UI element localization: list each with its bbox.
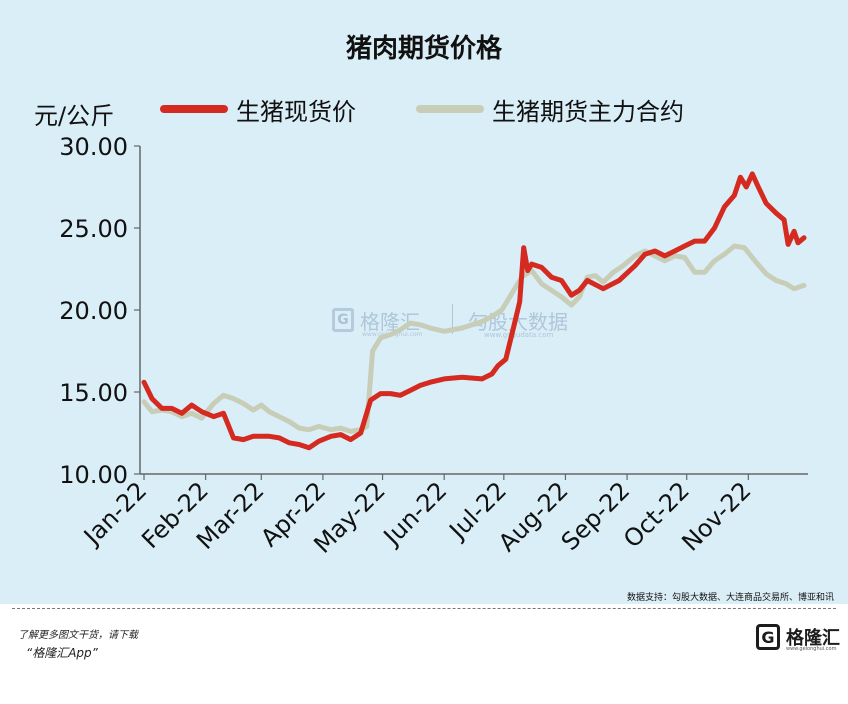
y-axis-label: 元/公斤 [34,102,115,130]
legend-item-futures: 生猪期货主力合约 [416,94,684,126]
watermark-logo-icon: G [332,308,354,332]
x-tick-label: Jun-22 [377,476,452,551]
plot-svg: Jan-22Feb-22Mar-22Apr-22May-22Jun-22Jul-… [59,133,808,559]
footer [0,604,848,704]
series-line-spot [141,171,807,451]
y-tick-label: 15.00 [59,379,128,407]
legend-item-spot: 生猪现货价 [160,94,356,126]
axes [134,145,808,480]
series-line-futures [141,243,807,434]
x-tick-label: Aug-22 [493,476,574,557]
x-tick-labels: Jan-22Feb-22Mar-22Apr-22May-22Jun-22Jul-… [77,476,756,558]
promo-line-3: 玩股合族 [28,664,104,685]
series-lines [141,171,807,451]
y-tick-label: 10.00 [59,461,128,489]
y-tick-label: 30.00 [59,133,128,161]
y-tick-label: 25.00 [59,215,128,243]
legend-swatch-spot [160,105,228,113]
y-tick-labels: 10.00 15.00 20.00 25.00 30.00 [59,133,128,489]
y-tick-label: 20.00 [59,297,128,325]
promo-line-1: 了解更多图文干货，请下载 [18,630,138,641]
x-tick-label: Sep-22 [556,476,636,556]
brand-logo-url: www.gelonghui.com [786,646,837,652]
chart-area [0,0,848,600]
watermark-partner-url: www.gogudata.com [484,331,554,339]
brand-logo-text: 格隆汇 [786,628,840,649]
watermark-divider [452,304,453,334]
chart-title: 猪肉期货价格 [345,34,502,64]
promo-line-2: “格隆汇App” [26,646,98,660]
x-tick-label: Nov-22 [676,476,756,556]
legend-swatch-futures [416,105,484,113]
footer-divider [12,608,836,609]
brand-logo-icon: G [756,624,780,650]
legend-label-futures: 生猪期货主力合约 [492,97,684,126]
legend-label-spot: 生猪现货价 [236,97,356,126]
data-source: 数据支持：勾股大数据、大连商品交易所、博亚和讯 [626,593,834,603]
